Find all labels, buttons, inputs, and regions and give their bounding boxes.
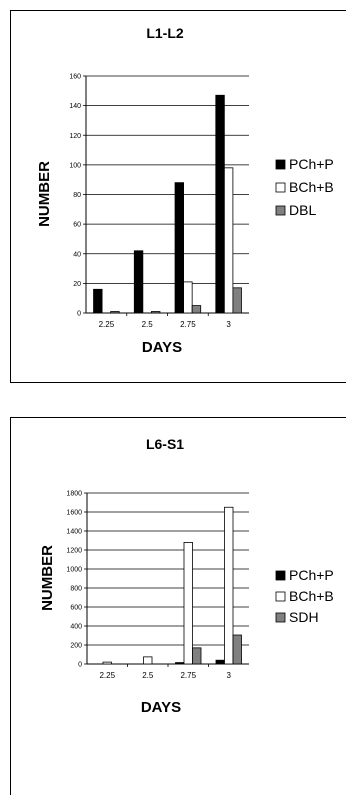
bar-bch-b-3: [223, 167, 234, 314]
legend-label: BCh+B: [289, 588, 334, 604]
y-tick-label: 160: [69, 74, 81, 81]
y-tick-label: 1600: [66, 510, 82, 517]
chart-title: L6-S1: [146, 436, 184, 452]
x-tick-label: 3: [227, 671, 232, 680]
bar-bch-b-3: [224, 506, 234, 665]
x-tick-label: 2.75: [180, 320, 196, 329]
y-tick-label: 40: [73, 251, 81, 258]
y-tick-label: 600: [70, 605, 82, 612]
legend-label: BCh+B: [289, 179, 334, 195]
legend-swatch: [275, 182, 286, 193]
bar-dbl-2-5: [151, 311, 161, 314]
bar-pch-p-3: [215, 659, 225, 665]
bar-dbl-2-25: [110, 311, 120, 314]
y-tick-label: 1200: [66, 548, 82, 555]
bar-pch-p-3: [215, 94, 225, 314]
y-tick-label: 0: [77, 311, 81, 318]
legend-label: DBL: [289, 202, 316, 218]
x-tick-label: 3: [226, 320, 231, 329]
bar-bch-b-2-75: [183, 281, 193, 314]
y-tick-label: 1000: [66, 567, 82, 574]
y-tick-label: 80: [73, 192, 81, 199]
y-tick-label: 120: [69, 133, 81, 140]
bar-pch-p-2-75: [175, 662, 185, 665]
legend-label: SDH: [289, 609, 319, 625]
chart-title: L1-L2: [146, 25, 184, 41]
chart-l6-s1: L6-S1 0 200 400 600 800 1000 1200 1400 1600 1800 2.…: [39, 436, 334, 716]
legend-swatch: [275, 591, 286, 602]
x-tick-label: 2.5: [142, 671, 154, 680]
chart-l1-l2: L1-L2 0 20 40 60 80 100 120 140 160 2.25 2.5 2.75 3 DA…: [36, 25, 334, 356]
bar-bch-b-2-25: [102, 661, 112, 665]
x-tick-label: 2.75: [180, 671, 196, 680]
bar-pch-p-2-5: [133, 250, 144, 314]
bar-sdh-3: [232, 634, 242, 665]
y-tick-label: 20: [73, 281, 81, 288]
y-tick-label: 800: [70, 586, 82, 593]
bar-bch-b-2-75: [183, 542, 193, 665]
legend-swatch: [275, 159, 286, 170]
x-axis-label: DAYS: [141, 699, 181, 716]
y-tick-label: 1400: [66, 529, 82, 536]
bar-dbl-3: [232, 287, 242, 314]
chart-panel-l1-l2: L1-L2 0 20 40 60 80 100 120 140 160 2.25 2.5 2.75 3 DA…: [10, 10, 346, 383]
y-axis-label: NUMBER: [36, 161, 53, 227]
legend-swatch: [275, 570, 286, 581]
y-tick-label: 60: [73, 222, 81, 229]
y-tick-label: 1800: [66, 491, 82, 498]
bar-pch-p-2-75: [174, 182, 184, 314]
bar-pch-p-2-25: [93, 288, 103, 314]
x-tick-label: 2.25: [99, 671, 115, 680]
y-tick-label: 100: [69, 162, 81, 169]
y-tick-label: 200: [70, 643, 82, 650]
legend-swatch: [275, 612, 286, 623]
chart-panel-l6-s1: L6-S1 0 200 400 600 800 1000 1200 1400 1600 1800 2.…: [10, 417, 346, 795]
legend-swatch: [275, 205, 286, 216]
y-axis-label: NUMBER: [39, 545, 56, 611]
y-tick-label: 400: [70, 624, 82, 631]
legend-label: PCh+P: [289, 567, 334, 583]
x-axis-label: DAYS: [142, 339, 182, 356]
legend-label: PCh+P: [289, 156, 334, 172]
y-tick-label: 140: [69, 103, 81, 110]
x-tick-label: 2.25: [99, 320, 115, 329]
bar-dbl-2-75: [191, 305, 202, 314]
bar-bch-b-2-5: [143, 656, 153, 665]
y-tick-label: 0: [78, 662, 82, 669]
x-tick-label: 2.5: [142, 320, 154, 329]
bar-sdh-2-75: [192, 647, 202, 665]
